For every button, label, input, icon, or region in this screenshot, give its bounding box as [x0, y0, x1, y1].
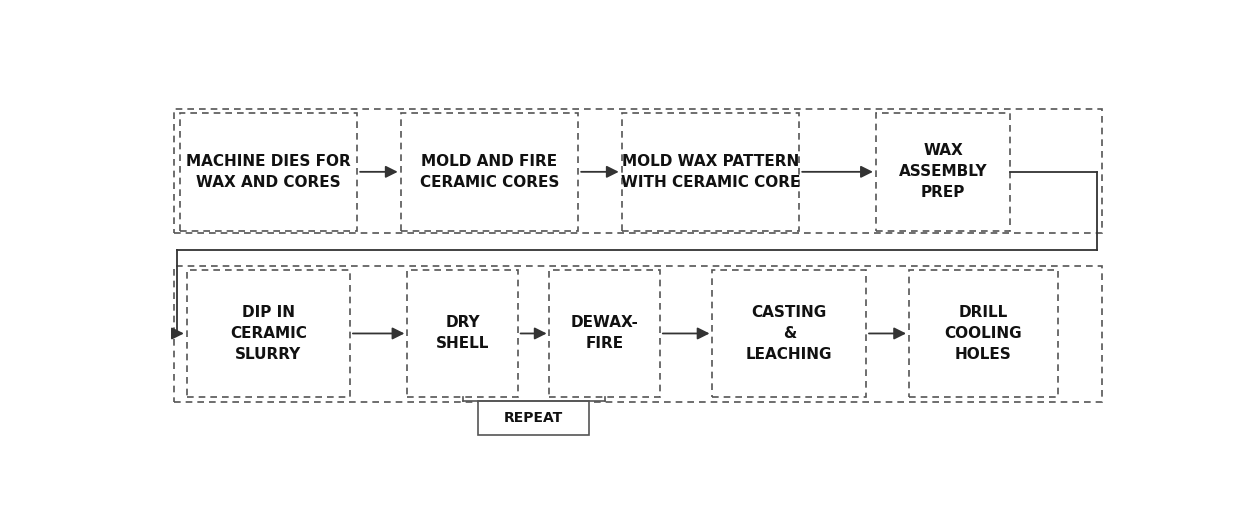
Text: MACHINE DIES FOR
WAX AND CORES: MACHINE DIES FOR WAX AND CORES — [186, 154, 351, 190]
Text: DIP IN
CERAMIC
SLURRY: DIP IN CERAMIC SLURRY — [229, 305, 306, 362]
Bar — [621, 113, 800, 231]
Text: DRILL
COOLING
HOLES: DRILL COOLING HOLES — [945, 305, 1022, 362]
Bar — [909, 270, 1058, 396]
Text: DRY
SHELL: DRY SHELL — [435, 315, 490, 351]
Bar — [479, 401, 589, 435]
Text: REPEAT: REPEAT — [503, 411, 563, 425]
Text: DEWAX-
FIRE: DEWAX- FIRE — [570, 315, 639, 351]
Text: MOLD AND FIRE
CERAMIC CORES: MOLD AND FIRE CERAMIC CORES — [420, 154, 559, 190]
Text: MOLD WAX PATTERN
WITH CERAMIC CORE: MOLD WAX PATTERN WITH CERAMIC CORE — [621, 154, 800, 190]
Bar — [180, 113, 357, 231]
Bar — [713, 270, 867, 396]
Bar — [174, 266, 1101, 402]
Bar — [549, 270, 660, 396]
Text: CASTING
&
LEACHING: CASTING & LEACHING — [746, 305, 832, 362]
Bar — [401, 113, 578, 231]
Text: WAX
ASSEMBLY
PREP: WAX ASSEMBLY PREP — [899, 143, 987, 200]
Bar — [174, 109, 1101, 233]
Bar — [187, 270, 350, 396]
Bar — [407, 270, 518, 396]
Bar — [875, 113, 1011, 231]
